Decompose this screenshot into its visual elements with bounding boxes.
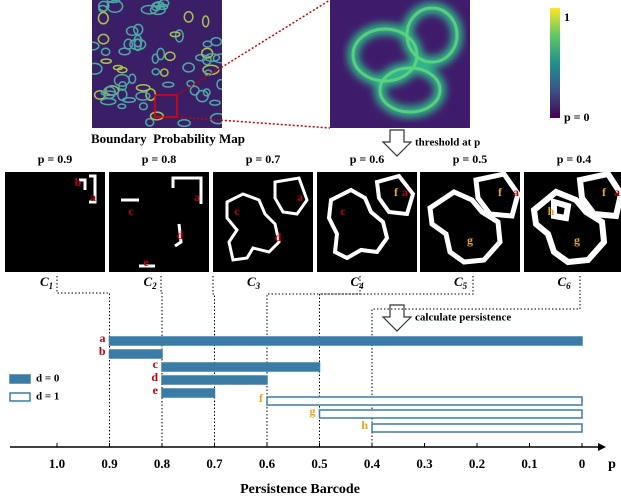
- component-label: b: [75, 175, 82, 189]
- barcode-bar: [162, 389, 215, 397]
- connector: [372, 276, 580, 447]
- panel-title: p = 0.8: [142, 152, 177, 166]
- x-tick-label: 0.9: [101, 456, 118, 471]
- panel-symbol: C4: [351, 274, 365, 291]
- x-tick-label: 0.7: [206, 456, 223, 471]
- component-label: c: [340, 204, 346, 218]
- connector: [57, 276, 110, 447]
- legend-swatch: [10, 393, 30, 401]
- component-label: e: [143, 255, 149, 269]
- legend-label: d = 0: [36, 373, 60, 385]
- threshold-panel: [109, 172, 209, 272]
- axis-arrow: [598, 443, 606, 451]
- x-tick-label: 0: [579, 456, 586, 471]
- connector: [267, 276, 360, 447]
- panel-symbol: C2: [144, 274, 158, 291]
- x-tick-label: 0.2: [469, 456, 485, 471]
- arrow: [383, 305, 411, 331]
- chart-title: Persistence Barcode: [240, 482, 360, 497]
- panel-symbol: C5: [454, 274, 468, 291]
- legend-swatch: [10, 375, 30, 383]
- zoom-image: [330, 0, 470, 128]
- symbol: C: [558, 274, 567, 289]
- barcode-bar: [110, 337, 583, 345]
- component-label: h: [548, 204, 555, 218]
- x-tick-label: 0.5: [311, 456, 328, 471]
- bar-label: g: [310, 404, 316, 418]
- x-tick-label: 0.4: [364, 456, 381, 471]
- subscript: 1: [49, 281, 54, 291]
- bar-label: b: [99, 344, 106, 358]
- connector: [161, 276, 162, 447]
- component-label: a: [90, 190, 96, 204]
- step-label: threshold at p: [415, 137, 480, 149]
- threshold-panel: [213, 172, 313, 272]
- barcode-bar: [162, 376, 267, 384]
- x-tick-label: 0.8: [154, 456, 171, 471]
- barcode-bar: [320, 410, 583, 418]
- arrow: [383, 130, 411, 156]
- symbol: C: [454, 274, 463, 289]
- barcode-bar: [372, 424, 582, 432]
- subscript: 2: [151, 281, 157, 291]
- component-label: a: [194, 190, 200, 204]
- subscript: 5: [463, 281, 468, 291]
- panel-symbol: C3: [247, 274, 261, 291]
- component-label: d: [177, 228, 184, 242]
- component-label: g: [467, 233, 473, 247]
- panel-title: p = 0.5: [453, 152, 488, 166]
- panel-title: p = 0.9: [38, 152, 73, 166]
- component-label: c: [234, 204, 240, 218]
- bar-label: c: [153, 357, 159, 371]
- x-tick-label: 0.3: [416, 456, 433, 471]
- panel-symbol: C6: [558, 274, 572, 291]
- figure: 1 p = 0 Boundary Probability Map thresho…: [0, 0, 621, 501]
- bar-label: d: [151, 370, 158, 384]
- connector: [213, 276, 215, 447]
- x-tick-label: 0.6: [259, 456, 276, 471]
- subscript: 6: [566, 281, 571, 291]
- component-label: a: [297, 190, 303, 204]
- x-tick-label: 0.1: [521, 456, 537, 471]
- component-label: a: [614, 185, 620, 199]
- legend-label: d = 1: [36, 391, 59, 403]
- bar-label: e: [153, 383, 159, 397]
- threshold-panel: [420, 172, 520, 272]
- symbol: C: [40, 274, 49, 289]
- connector: [320, 276, 474, 447]
- symbol: C: [351, 274, 360, 289]
- panel-title: p = 0.4: [557, 152, 592, 166]
- map-title: Boundary Probability Map: [91, 131, 245, 146]
- component-label: g: [574, 233, 580, 247]
- colorbar-max: 1: [564, 10, 570, 24]
- colorbar-min: p = 0: [564, 110, 590, 124]
- barcode-bar: [162, 363, 320, 371]
- subscript: 3: [255, 281, 261, 291]
- component-label: c: [128, 204, 134, 218]
- x-tick-label: 1.0: [49, 456, 65, 471]
- bar-label: a: [100, 331, 106, 345]
- x-axis-label: p: [608, 457, 616, 472]
- panel-title: p = 0.6: [350, 152, 385, 166]
- symbol: C: [247, 274, 256, 289]
- bar-label: f: [259, 391, 264, 405]
- bar-label: h: [361, 418, 368, 432]
- component-label: d: [275, 230, 282, 244]
- symbol: C: [144, 274, 153, 289]
- component-label: a: [402, 185, 408, 199]
- panel-title: p = 0.7: [246, 152, 281, 166]
- probability-map: [87, 0, 228, 128]
- step-label: calculate persistence: [415, 312, 511, 324]
- component-label: a: [513, 185, 519, 199]
- subscript: 4: [358, 281, 364, 291]
- panel-symbol: C1: [40, 274, 53, 291]
- threshold-panel: [5, 172, 105, 272]
- colorbar: [550, 8, 560, 118]
